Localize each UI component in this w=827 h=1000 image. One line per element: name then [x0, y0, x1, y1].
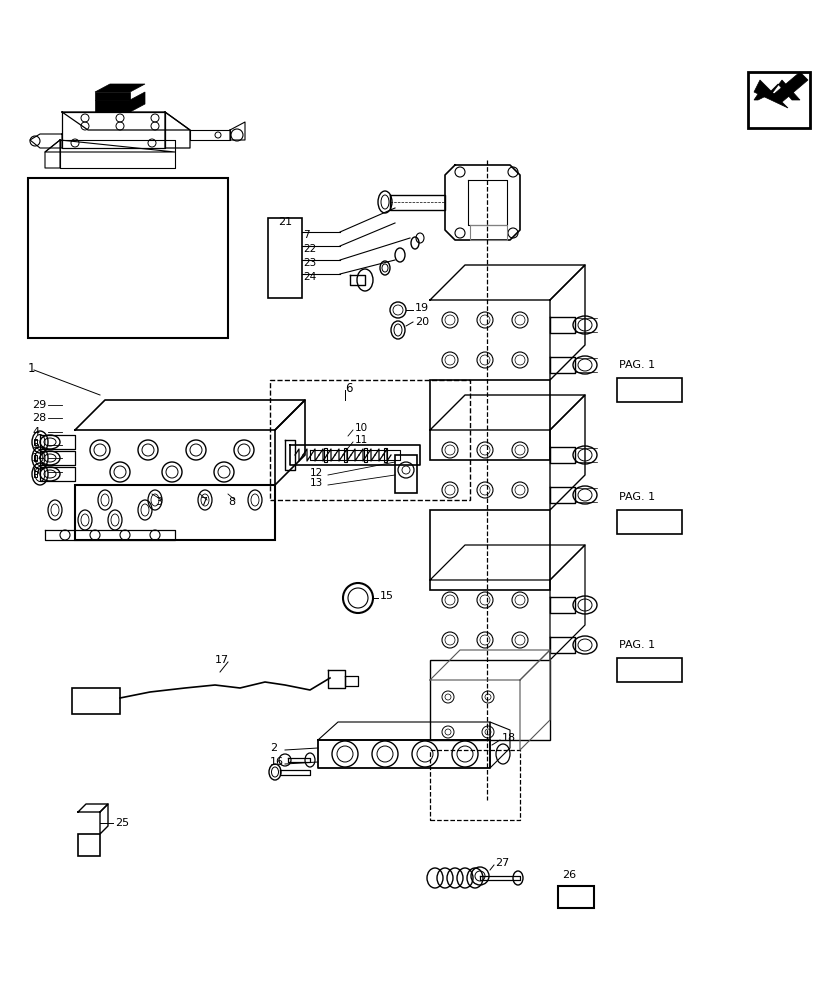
Bar [323, 448, 327, 462]
Text: 17: 17 [215, 655, 229, 665]
Text: 22: 22 [303, 244, 316, 254]
Bar [34, 455, 37, 461]
Text: 6: 6 [345, 381, 352, 394]
Bar [394, 455, 417, 493]
Text: PAG. 1: PAG. 1 [619, 640, 654, 650]
Text: 19: 19 [414, 303, 428, 313]
Text: 5: 5 [32, 440, 39, 450]
Bar [270, 380, 470, 500]
Text: 2: 2 [270, 743, 277, 753]
Text: 13: 13 [309, 478, 323, 488]
Text: PAG. 1: PAG. 1 [619, 360, 654, 370]
Text: 3: 3 [155, 497, 162, 507]
Bar [429, 510, 549, 590]
Polygon shape [753, 80, 799, 100]
Bar [616, 658, 681, 682]
Text: 11: 11 [355, 435, 368, 445]
Text: 4: 4 [32, 427, 39, 437]
Bar [616, 510, 681, 534]
Bar [34, 471, 37, 477]
Bar [429, 380, 549, 460]
Bar [28, 178, 227, 338]
Text: 25: 25 [115, 818, 129, 828]
Bar [747, 72, 809, 128]
Bar [78, 834, 100, 856]
Text: 29: 29 [32, 400, 46, 410]
Text: 26: 26 [562, 870, 576, 880]
Polygon shape [95, 92, 130, 100]
Text: 9: 9 [32, 467, 39, 477]
Text: 23: 23 [303, 258, 316, 268]
Text: 21: 21 [278, 217, 292, 227]
Text: 15: 15 [380, 591, 394, 601]
Text: 24: 24 [303, 272, 316, 282]
Text: 7: 7 [200, 497, 207, 507]
Bar [364, 448, 366, 462]
Polygon shape [130, 92, 145, 112]
Bar [72, 688, 120, 714]
Text: 10: 10 [355, 423, 368, 433]
Bar [268, 218, 302, 298]
Text: 1: 1 [28, 361, 36, 374]
Text: 28: 28 [32, 413, 46, 423]
Text: 14: 14 [32, 453, 46, 463]
Bar [75, 485, 275, 540]
Polygon shape [753, 72, 807, 108]
Bar [616, 378, 681, 402]
Text: 20: 20 [414, 317, 428, 327]
Polygon shape [95, 100, 130, 112]
Text: 18: 18 [501, 733, 515, 743]
Text: 12: 12 [309, 468, 323, 478]
Text: 8: 8 [227, 497, 235, 507]
Bar [384, 448, 386, 462]
Text: 7: 7 [303, 230, 309, 240]
Polygon shape [95, 84, 145, 92]
Bar [557, 886, 593, 908]
Bar [429, 750, 519, 820]
Bar [34, 439, 37, 445]
Bar [343, 448, 347, 462]
Text: PAG. 1: PAG. 1 [619, 492, 654, 502]
Bar [429, 660, 549, 740]
Text: 16: 16 [270, 757, 284, 767]
Text: 27: 27 [495, 858, 509, 868]
